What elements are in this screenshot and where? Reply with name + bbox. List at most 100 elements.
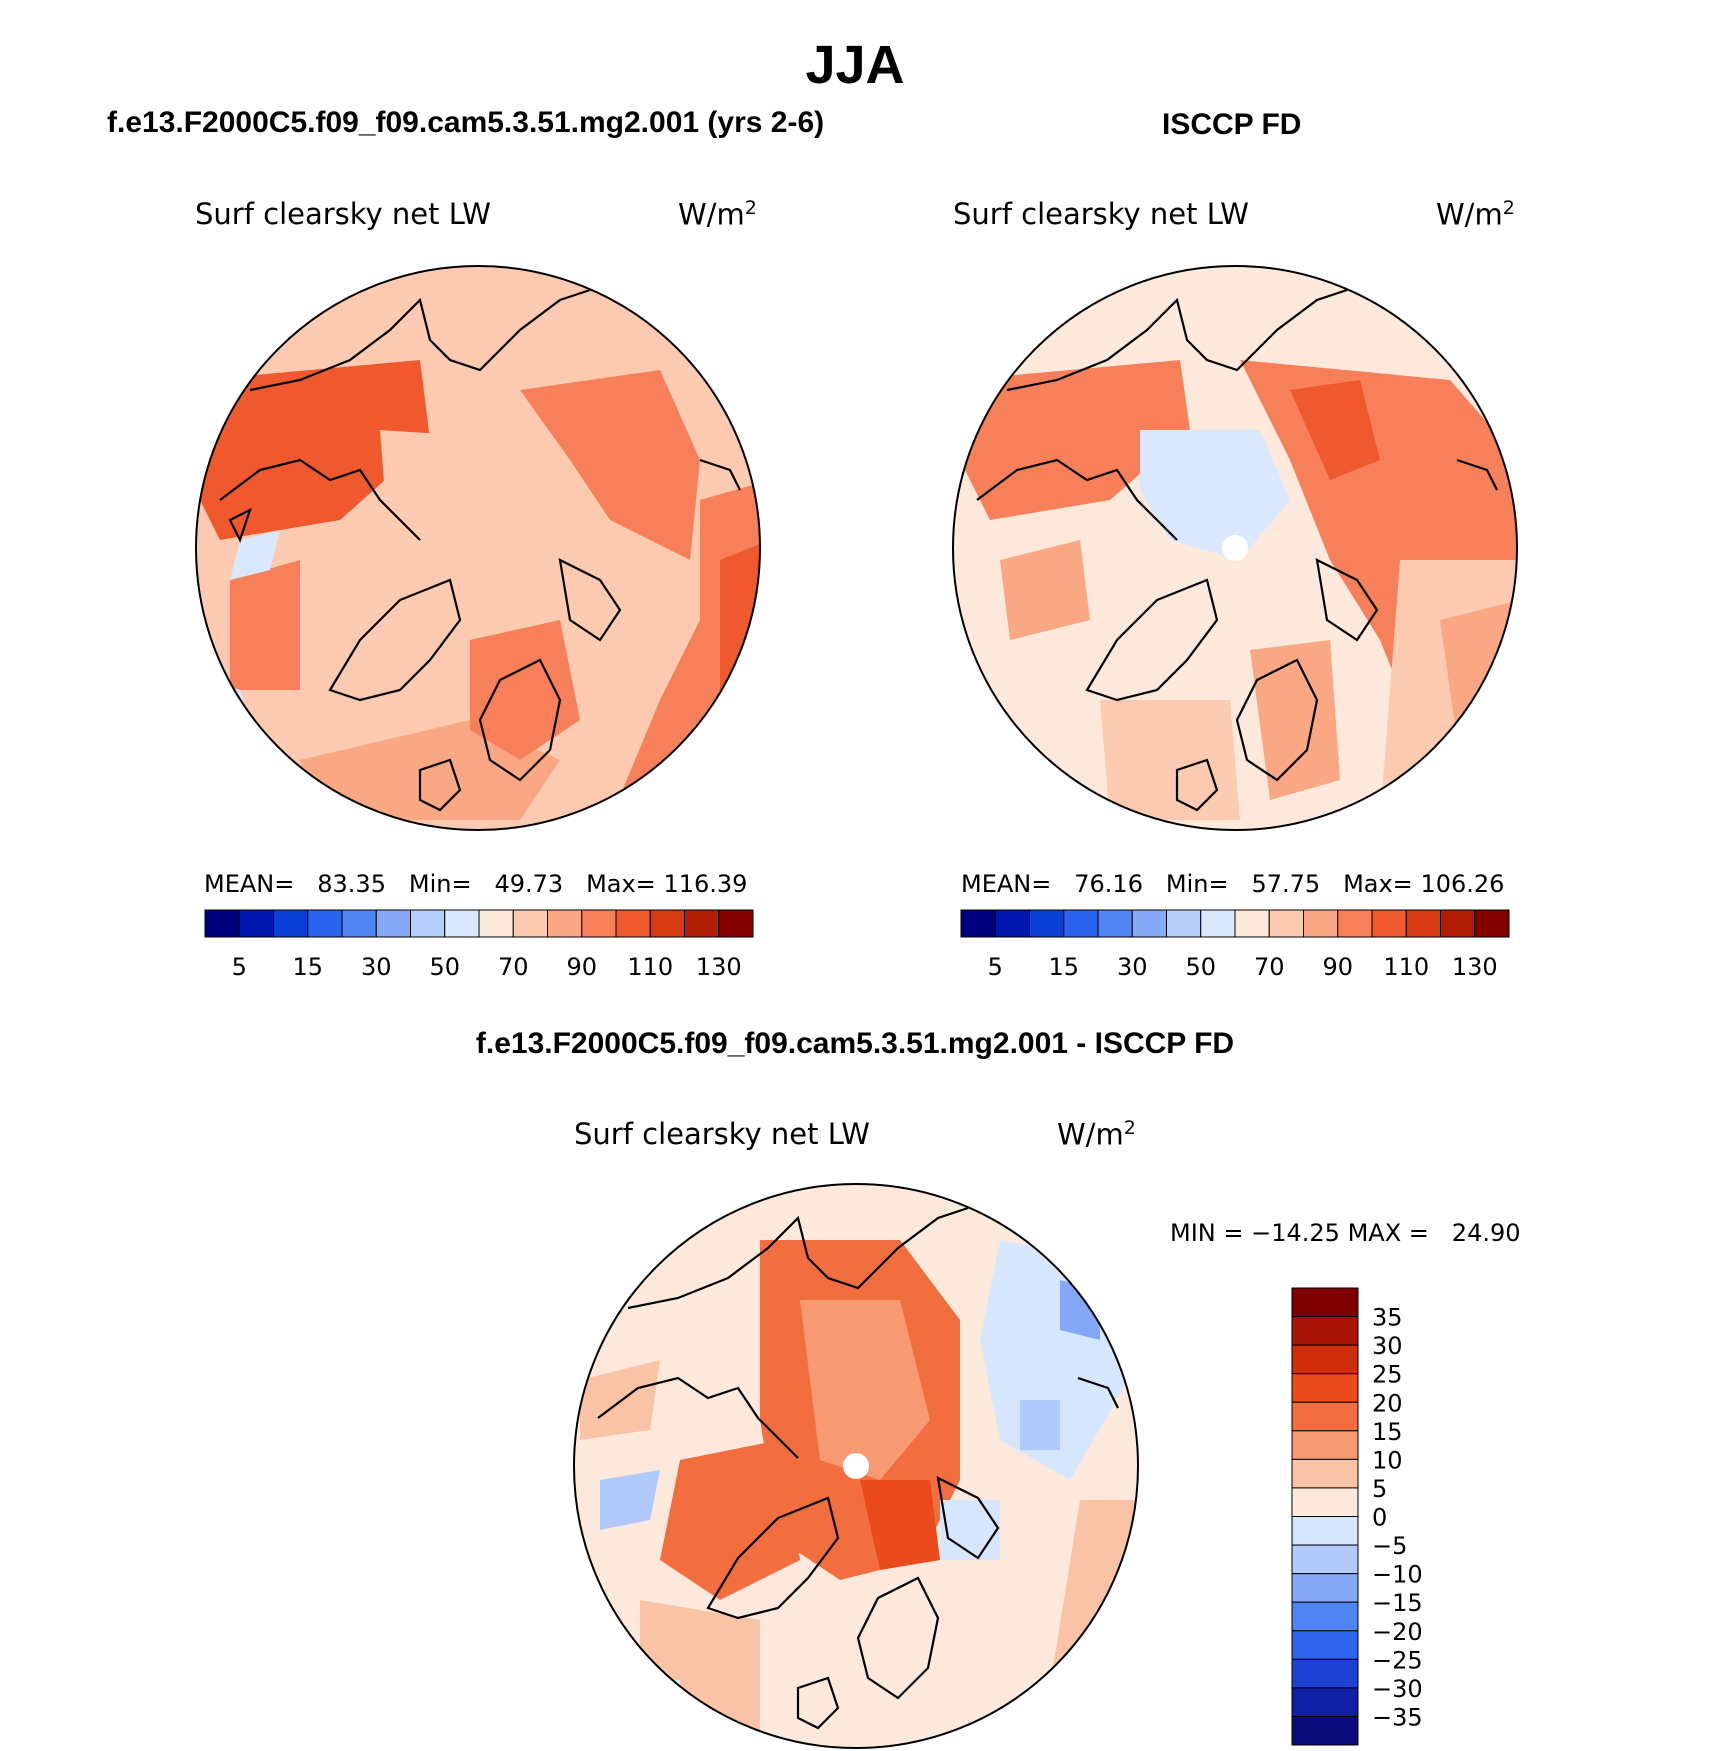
- obs-colorbar-swatch: [1474, 909, 1510, 938]
- diff-colorbar-swatch: [1291, 1287, 1359, 1318]
- diff-colorbar-swatch: [1291, 1715, 1359, 1746]
- model-colorbar-swatch: [444, 909, 480, 938]
- model-variable-label: Surf clearsky net LW: [195, 197, 491, 231]
- diff-colorbar-tick-label: 30: [1372, 1332, 1403, 1360]
- model-colorbar-swatch: [547, 909, 583, 938]
- obs-colorbar-swatch: [1063, 909, 1099, 938]
- obs-map-border: [952, 265, 1518, 831]
- model-colorbar-tick-label: 110: [627, 953, 673, 981]
- model-units-label: W/m2: [678, 197, 757, 232]
- model-colorbar-swatch: [273, 909, 309, 938]
- model-colorbar-swatch: [410, 909, 446, 938]
- obs-colorbar-swatch: [1268, 909, 1304, 938]
- obs-colorbar-swatch: [1337, 909, 1373, 938]
- model-colorbar-swatch: [307, 909, 343, 938]
- model-colorbar-tick-label: 70: [498, 953, 529, 981]
- diff-colorbar-tick-label: 15: [1372, 1418, 1403, 1446]
- model-colorbar-swatch: [478, 909, 514, 938]
- diff-panel-heading: f.e13.F2000C5.f09_f09.cam5.3.51.mg2.001 …: [475, 1027, 1235, 1060]
- figure-title: JJA: [805, 35, 905, 95]
- model-colorbar-swatch: [341, 909, 377, 938]
- obs-colorbar-swatch: [1405, 909, 1441, 938]
- model-colorbar-swatch: [718, 909, 754, 938]
- diff-colorbar-swatch: [1291, 1573, 1359, 1603]
- diff-colorbar-swatch: [1291, 1316, 1359, 1346]
- diff-colorbar-swatch: [1291, 1487, 1359, 1517]
- diff-colorbar-swatch: [1291, 1658, 1359, 1689]
- model-colorbar-swatch: [615, 909, 651, 938]
- model-colorbar-tick-label: 90: [566, 953, 597, 981]
- obs-colorbar-swatch: [1200, 909, 1236, 938]
- obs-colorbar-tick-label: 15: [1048, 953, 1079, 981]
- diff-colorbar-tick-label: −5: [1372, 1532, 1407, 1560]
- model-panel-heading: f.e13.F2000C5.f09_f09.cam5.3.51.mg2.001 …: [107, 106, 825, 139]
- diff-colorbar-swatch: [1291, 1601, 1359, 1632]
- obs-colorbar-swatch: [1440, 909, 1476, 938]
- model-colorbar-tick-label: 50: [429, 953, 460, 981]
- model-map-border: [195, 265, 761, 831]
- diff-colorbar-tick-label: 25: [1372, 1361, 1403, 1389]
- diff-colorbar-swatch: [1291, 1687, 1359, 1717]
- model-colorbar-tick-label: 30: [361, 953, 392, 981]
- diff-units-label: W/m2: [1057, 1117, 1136, 1152]
- obs-missing-pole: [1222, 535, 1248, 561]
- obs-colorbar-tick-label: 110: [1383, 953, 1429, 981]
- diff-colorbar-tick-label: −30: [1372, 1675, 1423, 1703]
- model-colorbar-swatch: [375, 909, 411, 938]
- obs-colorbar: 5 15 30 50 70 90 110 130: [960, 909, 1510, 981]
- diff-colorbar-tick-label: −25: [1372, 1646, 1423, 1674]
- model-colorbar-swatch: [238, 909, 274, 938]
- obs-colorbar-tick-label: 50: [1185, 953, 1216, 981]
- obs-colorbar-swatch: [960, 909, 996, 938]
- obs-colorbar-swatch: [1303, 909, 1339, 938]
- obs-colorbar-swatch: [1371, 909, 1407, 938]
- obs-colorbar-swatch: [1131, 909, 1167, 938]
- diff-missing-pole: [843, 1453, 869, 1479]
- model-colorbar-swatch: [649, 909, 685, 938]
- diff-colorbar-swatch: [1291, 1344, 1359, 1375]
- obs-colorbar-swatch: [1097, 909, 1133, 938]
- obs-variable-label: Surf clearsky net LW: [953, 197, 1249, 231]
- diff-polar-map: [574, 1184, 1138, 1748]
- model-colorbar-swatch: [581, 909, 617, 938]
- obs-polar-map: [953, 266, 1517, 830]
- diff-colorbar-swatch: [1291, 1516, 1359, 1546]
- diff-colorbar-tick-label: 10: [1372, 1446, 1403, 1474]
- obs-colorbar-swatch: [1029, 909, 1065, 938]
- obs-colorbar-tick-label: 130: [1452, 953, 1498, 981]
- obs-colorbar-tick-label: 70: [1254, 953, 1285, 981]
- model-colorbar-swatch: [204, 909, 240, 938]
- model-colorbar-tick-label: 130: [696, 953, 742, 981]
- diff-colorbar-tick-label: 35: [1372, 1304, 1403, 1332]
- obs-colorbar-swatch: [1166, 909, 1202, 938]
- diff-variable-label: Surf clearsky net LW: [574, 1117, 870, 1151]
- obs-colorbar-swatch: [994, 909, 1030, 938]
- model-colorbar-swatch: [512, 909, 548, 938]
- obs-colorbar-swatch: [1234, 909, 1270, 938]
- diff-stats: MIN = −14.25 MAX = 24.90: [1170, 1219, 1521, 1247]
- diff-map-border: [573, 1183, 1139, 1749]
- diff-colorbar-swatch: [1291, 1544, 1359, 1575]
- diff-colorbar-tick-label: 5: [1372, 1475, 1387, 1503]
- diff-colorbar-swatch: [1291, 1401, 1359, 1432]
- diff-colorbar-swatch: [1291, 1458, 1359, 1489]
- diff-colorbar-tick-label: 20: [1372, 1389, 1403, 1417]
- obs-stats: MEAN= 76.16 Min= 57.75 Max= 106.26: [961, 870, 1505, 898]
- model-colorbar-swatch: [684, 909, 720, 938]
- obs-colorbar-tick-label: 5: [988, 953, 1003, 981]
- model-polar-map: [196, 266, 760, 830]
- diff-colorbar-tick-label: −35: [1372, 1703, 1423, 1731]
- obs-units-label: W/m2: [1436, 197, 1515, 232]
- diff-colorbar-swatch: [1291, 1630, 1359, 1660]
- diff-colorbar-tick-label: 0: [1372, 1504, 1387, 1532]
- diff-colorbar-tick-label: −10: [1372, 1561, 1423, 1589]
- model-colorbar-tick-label: 15: [292, 953, 323, 981]
- obs-colorbar-tick-label: 90: [1322, 953, 1353, 981]
- diff-colorbar-tick-label: −20: [1372, 1618, 1423, 1646]
- obs-colorbar-tick-label: 30: [1117, 953, 1148, 981]
- model-colorbar-tick-label: 5: [232, 953, 247, 981]
- model-stats: MEAN= 83.35 Min= 49.73 Max= 116.39: [204, 870, 748, 898]
- diff-colorbar-tick-label: −15: [1372, 1589, 1423, 1617]
- diff-colorbar-swatch: [1291, 1430, 1359, 1460]
